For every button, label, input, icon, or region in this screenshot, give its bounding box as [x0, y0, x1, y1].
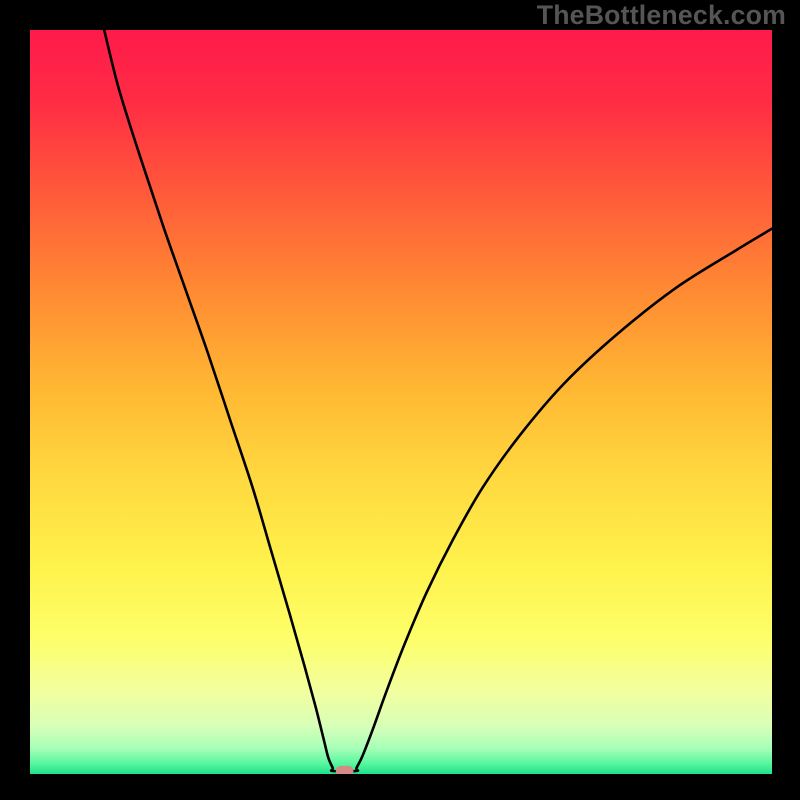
optimum-marker	[336, 766, 354, 774]
plot-area	[30, 30, 772, 774]
chart-frame: TheBottleneck.com	[0, 0, 800, 800]
plot-svg	[30, 30, 772, 774]
watermark-text: TheBottleneck.com	[537, 0, 786, 31]
gradient-background	[30, 30, 772, 774]
